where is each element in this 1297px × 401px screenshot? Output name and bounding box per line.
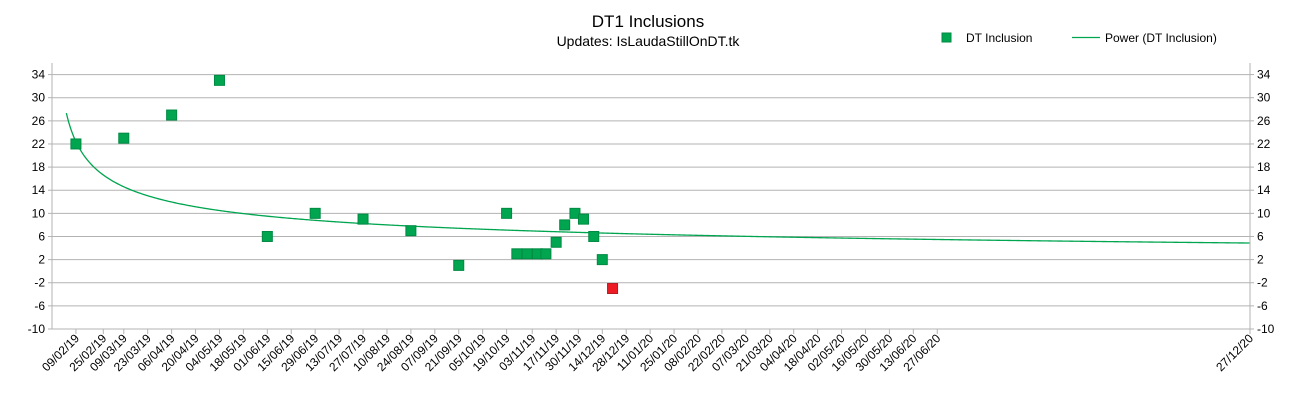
- data-point-25-10-19: [511, 248, 523, 260]
- y-tick-label-right: 10: [1257, 206, 1271, 220]
- y-tick-label-left: 18: [32, 160, 46, 174]
- y-tick-label-left: 10: [32, 206, 46, 220]
- legend-label-power: Power (DT Inclusion): [1105, 31, 1217, 45]
- data-point-11-11-19: [540, 248, 552, 260]
- y-tick-label-right: 6: [1257, 229, 1264, 243]
- data-point-09-02-19: [70, 138, 82, 150]
- trendline-layer: [65, 112, 1250, 244]
- data-point-24-08-19: [405, 225, 417, 237]
- x-tick-label: 27/12/20: [1213, 331, 1256, 374]
- y-tick-label-left: -6: [34, 299, 45, 313]
- grid-lines: [52, 74, 1250, 330]
- y-tick-label-right: 2: [1257, 253, 1264, 267]
- trendline-power: [65, 112, 1250, 244]
- data-point-03-12-19: [577, 213, 589, 225]
- y-tick-label-left: 34: [32, 68, 46, 82]
- legend: DT Inclusion Power (DT Inclusion): [941, 31, 1217, 45]
- data-point-06-04-19: [166, 109, 178, 121]
- y-tick-label-right: 14: [1257, 183, 1271, 197]
- y-tick-label-left: 26: [32, 114, 46, 128]
- data-point-28-11-19: [569, 207, 581, 219]
- data-point-20-12-19: [607, 283, 619, 295]
- legend-marker-dt-inclusion: [941, 32, 952, 43]
- y-axis-right-labels: 34 30 26 22 18 14 10 6 2 -2 -6 -10: [1257, 68, 1275, 336]
- chart-subtitle: Updates: IsLaudaStillOnDT.tk: [557, 33, 741, 49]
- y-tick-label-left: -10: [28, 322, 46, 336]
- data-point-14-12-19: [596, 254, 608, 266]
- legend-label-dt-inclusion: DT Inclusion: [966, 31, 1032, 45]
- data-point-29-06-19: [309, 207, 321, 219]
- data-point-09-03-19: [118, 132, 130, 144]
- data-point-31-10-19: [521, 248, 533, 260]
- y-tick-label-right: 18: [1257, 160, 1271, 174]
- data-point-01-06-19: [261, 230, 273, 242]
- data-point-19-10-19: [501, 207, 513, 219]
- y-tick-label-left: 30: [32, 91, 46, 105]
- y-tick-label-right: -10: [1257, 322, 1275, 336]
- y-tick-label-left: 6: [38, 229, 45, 243]
- y-tick-label-right: -6: [1257, 299, 1268, 313]
- y-tick-label-right: 26: [1257, 114, 1271, 128]
- y-axis-left-labels: 34 30 26 22 18 14 10 6 2 -2 -6 -10: [28, 68, 46, 336]
- data-point-27-07-19: [357, 213, 369, 225]
- data-point-04-05-19: [213, 74, 225, 86]
- y-tick-label-right: 34: [1257, 68, 1271, 82]
- x-axis-labels: 09/02/1925/02/1909/03/1923/03/1906/04/19…: [39, 331, 1256, 374]
- data-point-21-09-19: [453, 259, 465, 271]
- points-layer: [70, 74, 619, 295]
- y-tick-label-left: -2: [34, 276, 45, 290]
- data-point-09-12-19: [588, 230, 600, 242]
- y-tick-label-right: 30: [1257, 91, 1271, 105]
- y-tick-label-right: 22: [1257, 137, 1271, 151]
- y-tick-label-right: -2: [1257, 276, 1268, 290]
- data-point-22-11-19: [559, 219, 571, 231]
- y-tick-label-left: 2: [38, 253, 45, 267]
- chart-title: DT1 Inclusions: [592, 12, 704, 31]
- data-point-17-11-19: [550, 236, 562, 248]
- y-tick-label-left: 14: [32, 183, 46, 197]
- y-tick-label-left: 22: [32, 137, 46, 151]
- axes: [48, 63, 1254, 334]
